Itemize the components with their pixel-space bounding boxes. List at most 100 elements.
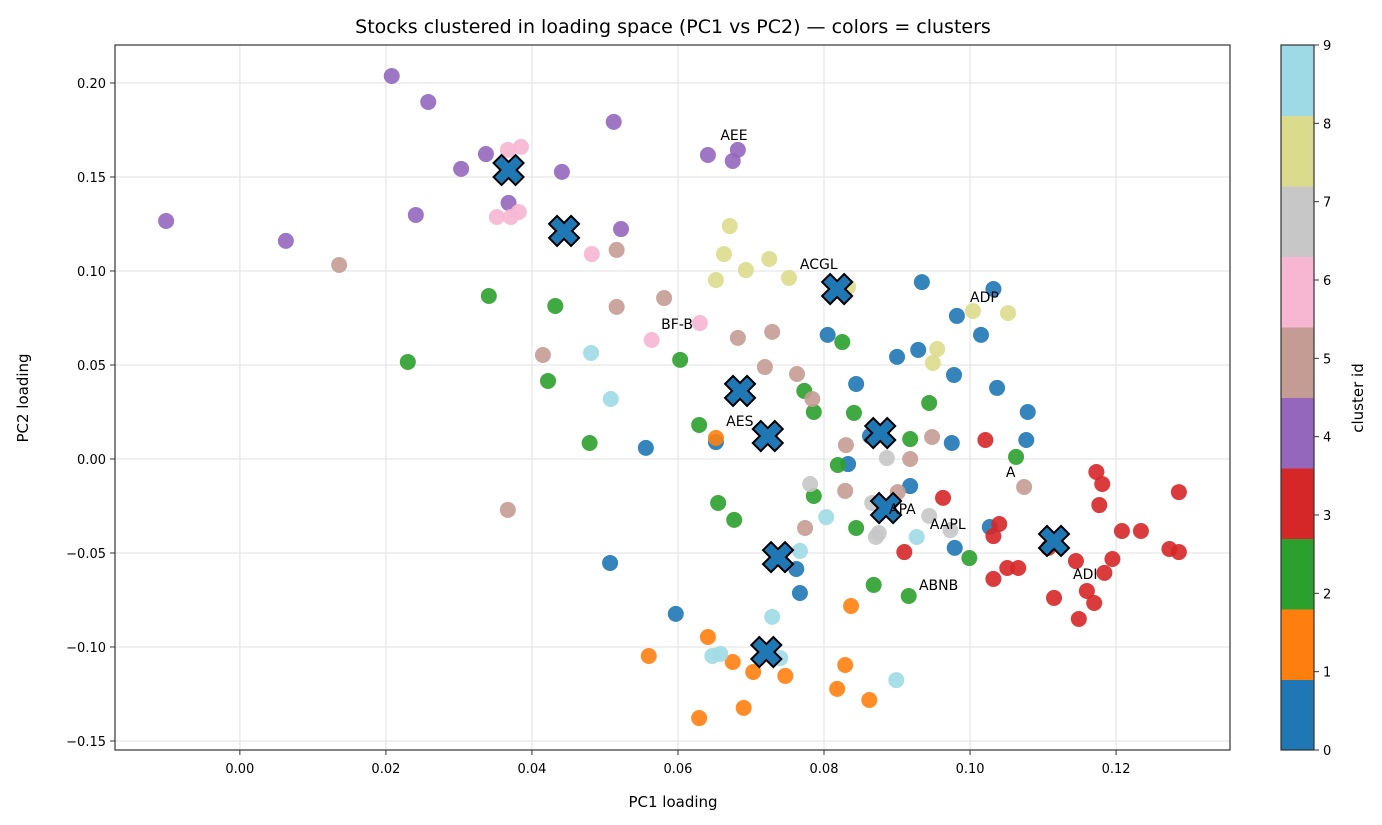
x-tick-label: 0.00 — [225, 762, 254, 777]
data-point-cluster-7 — [802, 475, 819, 492]
data-point-cluster-5 — [837, 437, 854, 454]
data-point-cluster-5 — [608, 241, 625, 258]
data-point-cluster-6 — [643, 331, 660, 348]
colorbar-segment — [1281, 327, 1314, 398]
y-tick-label: 0.10 — [77, 265, 106, 280]
data-point-cluster-0 — [602, 554, 619, 571]
data-point-cluster-1 — [777, 667, 794, 684]
data-point-cluster-5 — [331, 256, 348, 273]
data-point-cluster-4 — [158, 212, 175, 229]
data-point-cluster-2 — [805, 403, 822, 420]
y-tick-label: −0.10 — [66, 641, 106, 656]
centroid-marker — [761, 540, 795, 574]
data-point-cluster-1 — [691, 710, 708, 727]
data-point-cluster-8 — [715, 246, 732, 263]
colorbar-tick-label: 1 — [1323, 666, 1331, 681]
colorbar-tick-label: 5 — [1323, 352, 1331, 367]
data-point-cluster-4 — [453, 160, 470, 177]
data-point-cluster-5 — [804, 391, 821, 408]
stock-annotation: ADI — [1073, 567, 1098, 583]
stock-annotation: APA — [889, 502, 916, 518]
data-point-cluster-4 — [420, 93, 437, 110]
data-point-cluster-8 — [964, 303, 981, 320]
data-point-cluster-2 — [865, 576, 882, 593]
data-point-cluster-1 — [837, 657, 854, 674]
data-point-cluster-0 — [989, 379, 1006, 396]
stock-annotation: AAPL — [930, 517, 966, 533]
stock-annotation: AEE — [720, 128, 747, 144]
data-point-cluster-5 — [924, 428, 941, 445]
colorbar-tick-label: 0 — [1323, 744, 1331, 759]
data-point-cluster-2 — [1008, 448, 1025, 465]
data-point-cluster-2 — [902, 431, 919, 448]
data-point-cluster-2 — [480, 287, 497, 304]
colorbar-tick-label: 9 — [1323, 39, 1331, 54]
data-point-cluster-4 — [553, 163, 570, 180]
data-point-cluster-3 — [985, 528, 1002, 545]
data-point-cluster-2 — [726, 511, 743, 528]
data-point-cluster-1 — [707, 429, 724, 446]
data-point-cluster-3 — [1096, 564, 1113, 581]
data-point-cluster-2 — [805, 488, 822, 505]
data-point-cluster-2 — [672, 351, 689, 368]
data-point-cluster-6 — [510, 203, 527, 220]
data-point-cluster-8 — [761, 250, 778, 267]
colorbar-segment — [1281, 397, 1314, 469]
data-point-cluster-1 — [829, 680, 846, 697]
data-point-cluster-3 — [985, 570, 1002, 587]
x-tick-label: 0.04 — [517, 762, 546, 777]
colorbar-segment — [1281, 45, 1314, 116]
data-point-cluster-3 — [1104, 550, 1121, 567]
data-point-cluster-5 — [797, 519, 814, 536]
data-point-cluster-2 — [710, 494, 727, 511]
centroid-marker — [492, 153, 525, 187]
data-point-cluster-0 — [889, 348, 906, 365]
y-ticks: −0.15 −0.10 −0.05 0.00 0.05 0.10 0.15 0.20 — [66, 77, 115, 750]
data-point-cluster-1 — [640, 648, 657, 664]
data-point-cluster-8 — [721, 218, 738, 235]
data-point-cluster-3 — [1086, 594, 1103, 611]
data-point-cluster-0 — [945, 366, 962, 383]
data-point-cluster-4 — [699, 146, 716, 163]
centroid-marker — [547, 214, 581, 248]
data-point-cluster-8 — [737, 262, 754, 279]
data-point-cluster-6 — [583, 246, 600, 263]
data-point-cluster-3 — [1070, 610, 1087, 627]
data-point-cluster-5 — [756, 359, 773, 376]
colorbar-tick-label: 4 — [1323, 431, 1331, 446]
data-point-cluster-0 — [667, 605, 684, 622]
data-point-cluster-7 — [878, 450, 895, 467]
data-point-cluster-2 — [581, 434, 598, 451]
data-point-cluster-7 — [921, 507, 938, 524]
data-point-cluster-9 — [888, 672, 905, 689]
data-point-cluster-4 — [613, 221, 630, 238]
data-point-cluster-1 — [843, 597, 860, 614]
data-point-cluster-4 — [277, 232, 294, 249]
colorbar-segment — [1281, 609, 1314, 680]
data-point-cluster-0 — [1019, 403, 1036, 420]
data-point-cluster-9 — [712, 645, 729, 662]
data-point-cluster-4 — [383, 68, 400, 85]
centroid-marker — [1037, 524, 1071, 558]
centroid-marker — [723, 374, 757, 408]
data-point-cluster-1 — [861, 691, 878, 708]
x-axis-label: PC1 loading — [628, 793, 717, 811]
colorbar-segment — [1281, 256, 1314, 328]
data-point-cluster-7 — [867, 528, 884, 545]
colorbar-tick-label: 7 — [1323, 196, 1331, 211]
data-point-cluster-2 — [399, 353, 416, 370]
data-point-cluster-3 — [1170, 544, 1187, 561]
data-point-cluster-2 — [961, 550, 978, 567]
data-point-cluster-0 — [913, 274, 930, 291]
data-point-cluster-5 — [837, 482, 854, 499]
data-point-cluster-0 — [948, 307, 965, 324]
data-point-cluster-5 — [764, 323, 781, 340]
data-point-cluster-3 — [1132, 522, 1149, 539]
colorbar-tick-label: 3 — [1323, 509, 1331, 524]
data-point-cluster-3 — [1170, 484, 1187, 501]
data-point-cluster-9 — [602, 391, 619, 408]
stock-annotation: BF-B — [661, 317, 693, 333]
data-point-cluster-3 — [1078, 582, 1095, 599]
centroid-marker — [749, 635, 783, 669]
data-point-cluster-6 — [512, 138, 529, 155]
